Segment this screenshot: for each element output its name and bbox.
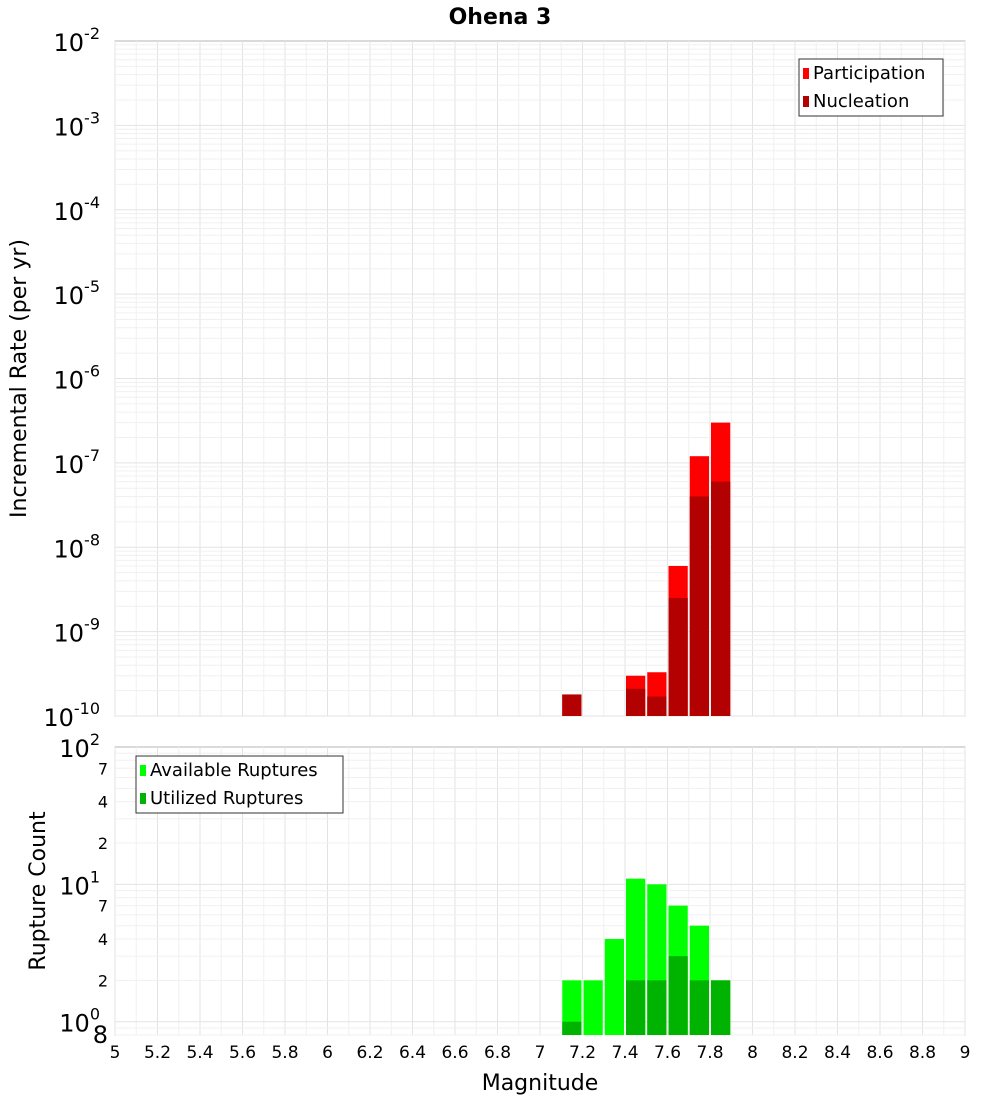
chart-title: Ohena 3 xyxy=(449,5,552,30)
rate-bar-b xyxy=(647,696,667,716)
x-tick-label: 8.8 xyxy=(909,1043,936,1063)
rate-grid xyxy=(114,41,966,717)
rate-y-tick-label: 10-3 xyxy=(54,108,101,141)
rate-bar-b xyxy=(562,694,582,716)
count-y-tick-label: 101 xyxy=(59,867,100,900)
rate-y-tick-label: 10-6 xyxy=(54,362,101,395)
rate-legend-label: Nucleation xyxy=(813,91,909,112)
count-bar-a xyxy=(583,980,603,1035)
x-tick-label: 6.8 xyxy=(484,1043,511,1063)
rate-bar-b xyxy=(626,688,646,716)
x-tick-label: 8.4 xyxy=(824,1043,851,1063)
count-bar-b xyxy=(626,980,646,1035)
count-y-minor-tick-label: 4 xyxy=(98,930,108,949)
count-bar-b xyxy=(689,980,709,1035)
count-y-minor-tick-label: 7 xyxy=(98,759,108,778)
rate-bar-b xyxy=(689,496,709,716)
count-bar-b xyxy=(711,980,731,1035)
count-bars xyxy=(562,878,731,1035)
x-tick-label: 5.6 xyxy=(229,1043,256,1063)
rate-panel: 10-10 10-9 10-8 10-7 10-6 10-5 10-4 10-3 10-2 In… xyxy=(7,24,966,732)
rate-legend-box xyxy=(798,58,944,117)
rate-legend: Participation Nucleation xyxy=(798,58,944,117)
count-bar-a xyxy=(562,980,582,1035)
rate-y-tick-label: 10-7 xyxy=(54,446,101,479)
x-tick-label: 7.6 xyxy=(654,1043,681,1063)
x-tick-label: 8 xyxy=(747,1043,758,1063)
x-tick-label: 7.8 xyxy=(696,1043,723,1063)
x-tick-label: 6 xyxy=(322,1043,333,1063)
x-tick-label: 7 xyxy=(535,1043,546,1063)
count-y-minor-tick-label: 2 xyxy=(98,971,108,990)
x-tick-label: 6.4 xyxy=(399,1043,426,1063)
count-y-minor-tick-label: 2 xyxy=(98,834,108,853)
x-axis-label: Magnitude xyxy=(482,1071,599,1096)
count-bar-b xyxy=(562,1021,582,1035)
count-y-axis-label: Rupture Count xyxy=(26,811,51,971)
x-tick-label: 5.2 xyxy=(144,1043,171,1063)
count-panel: 100 101 102 8 2 4 7 2 4 7 Rupture Count Available… xyxy=(26,730,970,1096)
count-legend-box xyxy=(135,755,344,814)
rate-legend-label: Participation xyxy=(813,63,925,84)
rate-y-tick-label: 10-10 xyxy=(43,699,100,732)
count-y-ticks: 100 101 102 8 2 4 7 2 4 7 xyxy=(59,730,108,1049)
count-bar-b xyxy=(668,956,688,1035)
rate-y-ticks: 10-10 10-9 10-8 10-7 10-6 10-5 10-4 10-3 10-2 xyxy=(43,24,100,732)
x-tick-label: 6.6 xyxy=(441,1043,468,1063)
rate-y-tick-label: 10-5 xyxy=(54,277,101,310)
count-y-tick-label: 102 xyxy=(59,730,100,763)
x-tick-label: 9 xyxy=(960,1043,971,1063)
count-legend-label: Available Ruptures xyxy=(150,760,318,781)
rate-legend-swatch xyxy=(803,68,809,79)
x-tick-label: 8.6 xyxy=(866,1043,893,1063)
count-legend-swatch xyxy=(140,793,146,804)
count-legend-label: Utilized Ruptures xyxy=(150,788,303,809)
rate-y-tick-label: 10-8 xyxy=(54,530,101,563)
rate-bar-b xyxy=(711,481,731,716)
x-tick-label: 5.4 xyxy=(186,1043,213,1063)
count-legend: Available Ruptures Utilized Ruptures xyxy=(135,755,344,814)
x-axis-ticks: 5 5.2 5.4 5.6 5.8 6 6.2 6.4 6.6 6.8 7 7.2 7.4 7.6 7.8 8… xyxy=(110,1043,971,1063)
x-tick-label: 5 xyxy=(110,1043,121,1063)
x-tick-label: 7.2 xyxy=(569,1043,596,1063)
count-y-minor-tick-label: 8 xyxy=(93,1021,108,1049)
count-y-minor-tick-label: 4 xyxy=(98,793,108,812)
rate-bars xyxy=(562,422,731,716)
x-tick-label: 8.2 xyxy=(781,1043,808,1063)
count-y-tick-label: 100 xyxy=(59,1005,100,1038)
count-bar-b xyxy=(647,980,667,1035)
rate-bar-b xyxy=(668,598,688,716)
rate-y-tick-label: 10-2 xyxy=(54,24,101,57)
x-tick-label: 5.8 xyxy=(271,1043,298,1063)
rate-y-tick-label: 10-9 xyxy=(54,615,101,648)
x-tick-label: 7.4 xyxy=(611,1043,638,1063)
count-y-minor-tick-label: 7 xyxy=(98,897,108,916)
rate-legend-swatch xyxy=(803,96,809,107)
rate-y-axis-label: Incremental Rate (per yr) xyxy=(7,239,32,518)
count-bar-a xyxy=(604,939,624,1035)
count-grid xyxy=(114,747,966,1036)
count-legend-swatch xyxy=(140,765,146,776)
rate-y-tick-label: 10-4 xyxy=(54,193,101,226)
x-tick-label: 6.2 xyxy=(356,1043,383,1063)
